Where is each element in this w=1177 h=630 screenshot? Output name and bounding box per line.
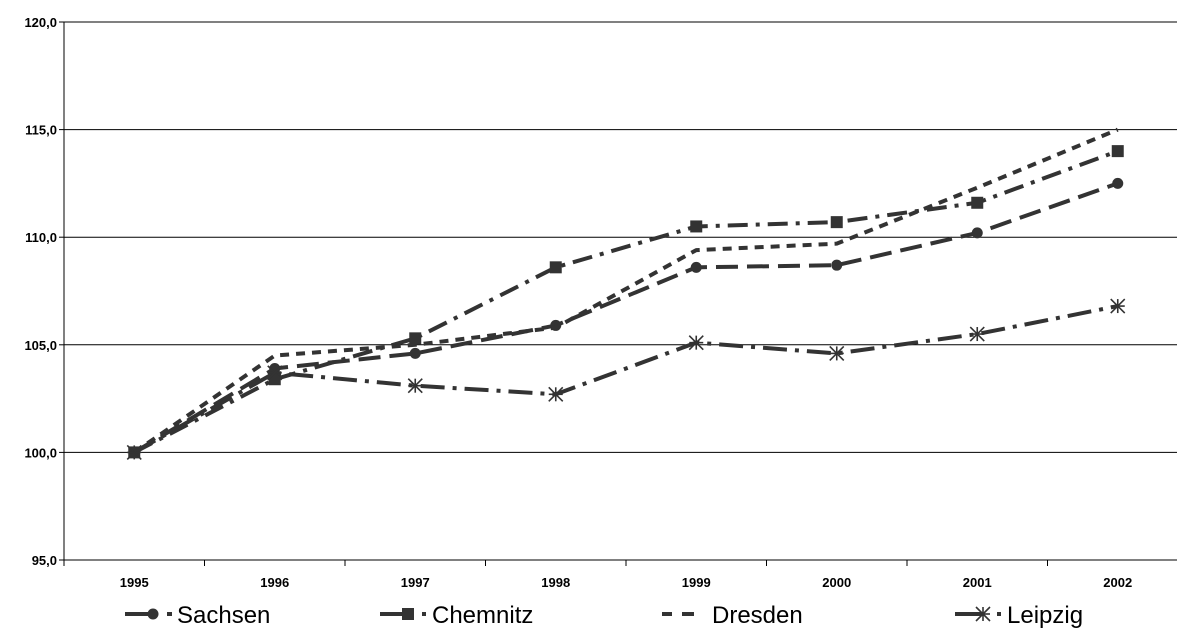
marker-circle <box>1112 177 1124 189</box>
marker-asterisk <box>688 335 704 351</box>
marker-square <box>409 332 422 345</box>
legend-label-chemnitz: Chemnitz <box>432 602 533 629</box>
x-tick-label: 1999 <box>682 575 711 590</box>
legend-item-leipzig: Leipzig <box>955 602 1083 629</box>
marker-asterisk-stroke <box>969 326 985 342</box>
y-tick-label: 105,0 <box>24 338 57 353</box>
x-tick-label: 2002 <box>1103 575 1132 590</box>
marker-circle <box>690 261 702 273</box>
marker-square <box>1111 145 1124 158</box>
marker-circle <box>831 259 843 271</box>
marker-asterisk <box>829 345 845 361</box>
marker-asterisk-stroke <box>267 365 283 381</box>
legend-item-chemnitz: Chemnitz <box>380 602 533 629</box>
x-tick-label: 1996 <box>260 575 289 590</box>
marker-square <box>971 196 984 209</box>
legend-label-leipzig: Leipzig <box>1007 602 1083 629</box>
legend: Sachsen Chemnitz Dresden Leipzig <box>125 602 1083 629</box>
marker-circle <box>409 347 421 359</box>
x-tick-label: 1995 <box>120 575 149 590</box>
legend-item-sachsen: Sachsen <box>125 602 270 629</box>
marker-asterisk <box>548 386 564 402</box>
marker-circle <box>971 227 983 239</box>
gridlines <box>64 21 1177 453</box>
x-tick-label: 1997 <box>401 575 430 590</box>
marker-asterisk <box>975 606 991 622</box>
legend-item-dresden: Dresden <box>662 602 803 629</box>
series-line-leipzig <box>133 304 1119 455</box>
marker-square <box>402 608 414 620</box>
marker-asterisk-stroke <box>975 606 991 622</box>
marker-asterisk <box>407 378 423 394</box>
x-tick-label: 2001 <box>963 575 992 590</box>
legend-label-dresden: Dresden <box>712 602 803 629</box>
marker-asterisk <box>126 444 142 460</box>
legend-label-sachsen: Sachsen <box>177 602 270 629</box>
marker-asterisk-stroke <box>548 386 564 402</box>
axes: 95,0 100,0 105,0 110,0 115,0 120,0 1995 1996 199… <box>24 15 1177 590</box>
x-tick-label: 2000 <box>822 575 851 590</box>
marker-square <box>690 220 703 233</box>
marker-asterisk-stroke <box>1110 298 1126 314</box>
marker-asterisk <box>969 326 985 342</box>
marker-square <box>830 216 843 229</box>
y-tick-label: 120,0 <box>24 15 57 30</box>
marker-asterisk-stroke <box>688 335 704 351</box>
y-tick-label: 100,0 <box>24 445 57 460</box>
series-lines <box>126 127 1126 460</box>
y-tick-label: 110,0 <box>25 230 57 245</box>
y-tick-label: 95,0 <box>32 553 57 568</box>
marker-square <box>549 261 562 274</box>
marker-asterisk-stroke <box>829 345 845 361</box>
y-tick-label: 115,0 <box>25 123 57 138</box>
marker-asterisk-stroke <box>126 444 142 460</box>
marker-asterisk-stroke <box>407 378 423 394</box>
x-tick-label: 1998 <box>541 575 570 590</box>
marker-asterisk <box>1110 298 1126 314</box>
series-line-chemnitz <box>133 149 1119 455</box>
marker-circle <box>147 608 159 620</box>
marker-asterisk <box>267 365 283 381</box>
series-line-dresden <box>133 127 1119 455</box>
series-line-sachsen <box>133 181 1119 455</box>
